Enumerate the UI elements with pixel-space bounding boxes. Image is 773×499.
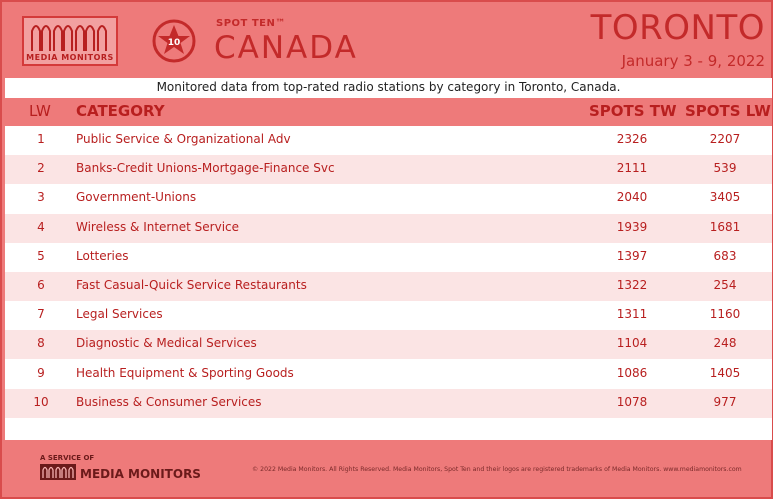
table-row: 8 Diagnostic & Medical Services 1104 248 bbox=[5, 330, 772, 360]
category-cell: Lotteries bbox=[76, 248, 129, 263]
spots-lw-cell: 1681 bbox=[709, 219, 741, 234]
data-table-panel: Monitored data from top-rated radio stat… bbox=[5, 78, 772, 440]
column-header-category: CATEGORY bbox=[76, 102, 165, 120]
rank-cell: 8 bbox=[37, 336, 45, 351]
category-cell: Fast Casual-Quick Service Restaurants bbox=[76, 278, 307, 292]
subtitle: Monitored data from top-rated radio stat… bbox=[156, 80, 621, 94]
date-range: January 3 - 9, 2022 bbox=[621, 52, 765, 70]
rank-cell: 7 bbox=[37, 307, 45, 322]
category-cell: Health Equipment & Sporting Goods bbox=[76, 365, 294, 380]
table-row: 5 Lotteries 1397 683 bbox=[5, 242, 772, 272]
category-cell: Government-Unions bbox=[76, 190, 197, 205]
rank-cell: 2 bbox=[37, 161, 45, 176]
table-row: 7 Legal Services 1311 1160 bbox=[5, 301, 772, 331]
footer-waveform-icon bbox=[40, 464, 76, 480]
logo-text: MEDIA MONITORS bbox=[26, 53, 114, 62]
spots-tw-cell: 2111 bbox=[616, 161, 648, 176]
column-header-spots-lw: SPOTS LW bbox=[685, 102, 771, 120]
spots-lw-cell: 539 bbox=[713, 161, 737, 176]
category-cell: Banks-Credit Unions-Mortgage-Finance Svc bbox=[76, 161, 335, 176]
table-row: 4 Wireless & Internet Service 1939 1681 bbox=[5, 213, 772, 243]
rank-cell: 1 bbox=[37, 132, 45, 146]
table-row: 6 Fast Casual-Quick Service Restaurants 13… bbox=[5, 272, 772, 301]
table-row: 1 Public Service & Organizational Adv 2326… bbox=[5, 126, 772, 155]
category-cell: Diagnostic & Medical Services bbox=[76, 336, 257, 351]
spots-tw-cell: 1104 bbox=[616, 336, 648, 351]
category-cell: Wireless & Internet Service bbox=[76, 219, 240, 234]
table-row: 10 Business & Consumer Services 1078 977 bbox=[5, 388, 772, 418]
spots-tw-cell: 2326 bbox=[616, 132, 648, 146]
category-cell: Public Service & Organizational Adv bbox=[76, 132, 291, 146]
column-header-spots-tw: SPOTS TW bbox=[589, 102, 677, 120]
spots-lw-cell: 254 bbox=[713, 278, 737, 292]
spots-tw-cell: 1322 bbox=[616, 278, 648, 292]
rank-cell: 4 bbox=[37, 219, 45, 234]
rank-cell: 6 bbox=[37, 278, 45, 292]
spots-lw-cell: 1405 bbox=[709, 365, 741, 380]
category-cell: Legal Services bbox=[76, 307, 163, 322]
footer: A SERVICE OF MEDIA MONITORS © 2022 Media… bbox=[2, 440, 771, 497]
city-title: TORONTO bbox=[590, 8, 765, 48]
service-label: A SERVICE OF bbox=[40, 454, 95, 462]
rank-cell: 3 bbox=[37, 190, 45, 205]
spots-tw-cell: 1078 bbox=[616, 394, 648, 409]
table-row: 3 Government-Unions 2040 3405 bbox=[5, 184, 772, 214]
spots-lw-cell: 248 bbox=[713, 336, 737, 351]
spots-lw-cell: 2207 bbox=[709, 132, 741, 146]
header: MEDIA MONITORS 10 SPOT TEN™ CANADA TORON… bbox=[2, 2, 771, 78]
spot-ten-badge-icon: 10 bbox=[152, 19, 196, 63]
footer-logo-text: MEDIA MONITORS bbox=[80, 467, 201, 481]
table-row: 9 Health Equipment & Sporting Goods 1086 14… bbox=[5, 359, 772, 389]
spots-lw-cell: 1160 bbox=[709, 307, 741, 322]
spots-tw-cell: 1939 bbox=[616, 219, 648, 234]
spots-tw-cell: 1311 bbox=[616, 307, 648, 322]
spots-lw-cell: 977 bbox=[713, 394, 737, 409]
spots-tw-cell: 1086 bbox=[616, 365, 648, 380]
media-monitors-logo: MEDIA MONITORS bbox=[22, 16, 118, 66]
badge-number: 10 bbox=[168, 38, 181, 48]
rank-cell: 9 bbox=[37, 365, 45, 380]
copyright-notice: © 2022 Media Monitors. All Rights Reserv… bbox=[252, 466, 742, 473]
spots-tw-cell: 1397 bbox=[616, 248, 648, 263]
rank-cell: 5 bbox=[37, 248, 45, 263]
category-cell: Business & Consumer Services bbox=[76, 394, 262, 409]
spots-lw-cell: 3405 bbox=[709, 190, 741, 205]
rank-cell: 10 bbox=[33, 394, 49, 409]
table-row: 2 Banks-Credit Unions-Mortgage-Finance Sv… bbox=[5, 155, 772, 185]
column-header-lw: LW bbox=[29, 102, 51, 120]
waveform-icon bbox=[31, 25, 107, 51]
spots-tw-cell: 2040 bbox=[616, 190, 648, 205]
country-title: CANADA bbox=[214, 30, 358, 66]
table-header: LW CATEGORY SPOTS TW SPOTS LW bbox=[5, 98, 772, 126]
spots-lw-cell: 683 bbox=[713, 248, 737, 263]
spot-ten-label: SPOT TEN™ bbox=[216, 18, 286, 29]
